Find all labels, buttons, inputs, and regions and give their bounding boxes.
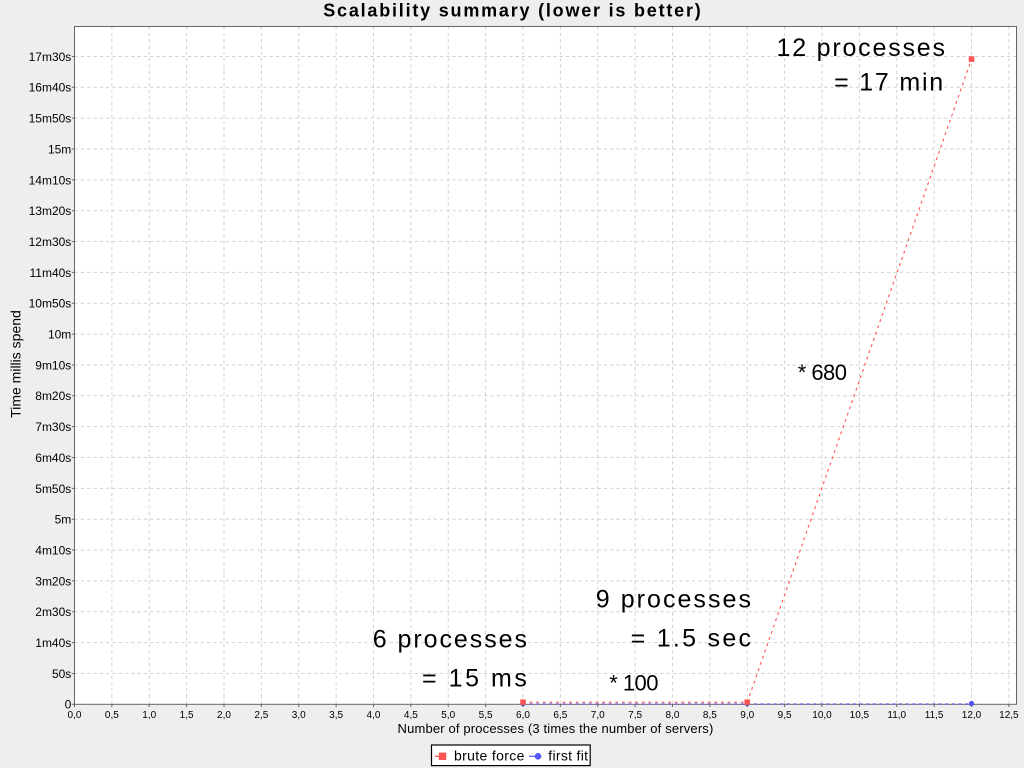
svg-text:17m30s: 17m30s	[29, 50, 72, 64]
svg-text:8m20s: 8m20s	[35, 389, 71, 403]
svg-text:first fit: first fit	[548, 747, 588, 763]
svg-text:8,0: 8,0	[666, 710, 680, 721]
svg-text:0: 0	[65, 698, 72, 712]
svg-text:7m30s: 7m30s	[35, 420, 71, 434]
svg-text:16m40s: 16m40s	[29, 81, 72, 95]
svg-text:4,0: 4,0	[367, 710, 381, 721]
svg-text:Number of processes (3 times t: Number of processes (3 times the number …	[398, 721, 714, 736]
svg-text:0,5: 0,5	[105, 710, 119, 721]
svg-text:10,5: 10,5	[850, 710, 870, 721]
svg-text:Scalability summary (lower is: Scalability summary (lower is better)	[323, 1, 702, 21]
svg-text:5,5: 5,5	[479, 710, 493, 721]
svg-text:9,0: 9,0	[740, 710, 754, 721]
svg-text:14m10s: 14m10s	[29, 173, 72, 187]
svg-text:2m30s: 2m30s	[35, 605, 71, 619]
svg-text:Time millis spend: Time millis spend	[8, 310, 24, 418]
svg-text:1m40s: 1m40s	[35, 636, 71, 650]
svg-text:3m20s: 3m20s	[35, 574, 71, 588]
svg-text:11m40s: 11m40s	[29, 266, 71, 280]
svg-text:= 17 min: = 17 min	[834, 68, 945, 96]
svg-text:15m: 15m	[48, 142, 71, 156]
svg-text:1,5: 1,5	[180, 710, 194, 721]
svg-text:15m50s: 15m50s	[29, 112, 72, 126]
svg-text:5m50s: 5m50s	[35, 482, 71, 496]
svg-text:6,5: 6,5	[553, 710, 567, 721]
svg-text:* 100: * 100	[609, 671, 658, 696]
svg-text:= 1.5 sec: = 1.5 sec	[631, 625, 754, 653]
svg-text:13m20s: 13m20s	[29, 204, 72, 218]
svg-text:0,0: 0,0	[68, 710, 82, 721]
svg-text:12,0: 12,0	[962, 710, 982, 721]
svg-text:11,5: 11,5	[925, 710, 944, 721]
svg-text:10m: 10m	[48, 328, 71, 342]
svg-text:8,5: 8,5	[703, 710, 717, 721]
svg-text:4m10s: 4m10s	[35, 543, 71, 557]
svg-text:9m10s: 9m10s	[35, 358, 71, 372]
svg-text:5m: 5m	[55, 513, 72, 527]
svg-text:10m50s: 10m50s	[29, 297, 72, 311]
svg-text:6m40s: 6m40s	[35, 451, 71, 465]
svg-text:1,0: 1,0	[142, 710, 156, 721]
svg-text:3,0: 3,0	[292, 710, 306, 721]
svg-text:12,5: 12,5	[999, 710, 1019, 721]
svg-text:7,0: 7,0	[591, 710, 605, 721]
svg-text:10,0: 10,0	[812, 710, 832, 721]
svg-text:3,5: 3,5	[329, 710, 343, 721]
svg-text:9,5: 9,5	[778, 710, 792, 721]
svg-text:11,0: 11,0	[887, 710, 906, 721]
svg-text:50s: 50s	[52, 667, 71, 681]
svg-text:7,5: 7,5	[628, 710, 642, 721]
svg-text:= 15 ms: = 15 ms	[422, 665, 530, 693]
svg-text:2,0: 2,0	[217, 710, 231, 721]
svg-text:12 processes: 12 processes	[777, 34, 947, 62]
svg-text:4,5: 4,5	[404, 710, 418, 721]
svg-text:brute force: brute force	[454, 747, 525, 763]
svg-text:6,0: 6,0	[516, 710, 530, 721]
svg-text:9 processes: 9 processes	[596, 586, 753, 614]
svg-text:6 processes: 6 processes	[373, 626, 529, 654]
svg-text:12m30s: 12m30s	[29, 235, 72, 249]
svg-text:5,0: 5,0	[441, 710, 455, 721]
svg-text:2,5: 2,5	[254, 710, 268, 721]
svg-text:* 680: * 680	[798, 360, 847, 385]
